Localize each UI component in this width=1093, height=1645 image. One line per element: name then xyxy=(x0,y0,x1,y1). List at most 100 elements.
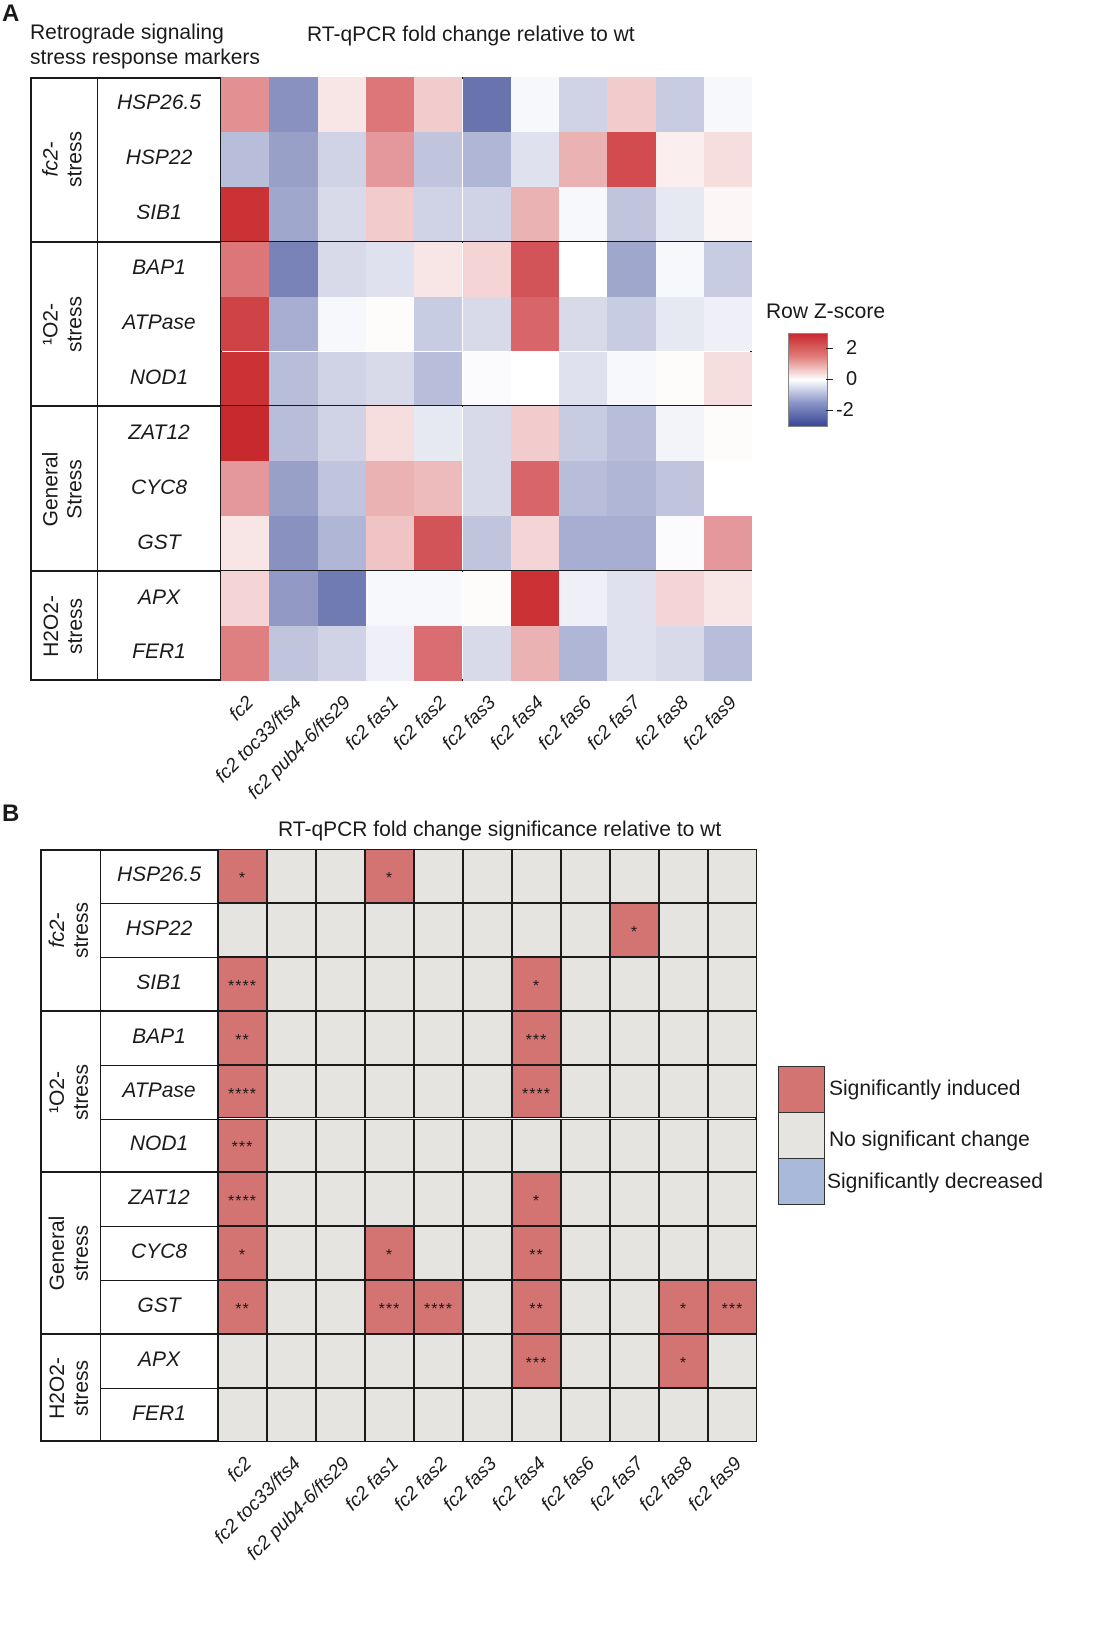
significance-cell xyxy=(512,1010,561,1065)
significance-cell xyxy=(463,1010,512,1065)
group-label-line: stress xyxy=(70,1063,93,1120)
significance-cell xyxy=(365,1064,414,1119)
legend-label-neutral: No significant change xyxy=(829,1128,1030,1151)
heatmap-cell xyxy=(414,571,463,626)
heatmap-cell xyxy=(462,131,511,187)
heatmap-chart: fc2- stress HSP26.5 HSP22 SIB1 ¹O2- stress BAP1… xyxy=(0,0,1093,820)
significance-cell xyxy=(267,1226,316,1281)
group-label-line: H2O2- xyxy=(45,1357,69,1419)
significance-cell xyxy=(708,956,757,1011)
heatmap-cell xyxy=(559,406,608,462)
heatmap-cell xyxy=(607,626,656,681)
significance-cell xyxy=(414,849,463,903)
significance-cell xyxy=(463,1280,512,1335)
heatmap-cell xyxy=(462,296,511,352)
gene-label: HSP26.5 xyxy=(116,91,202,115)
gene-label: HSP22 xyxy=(125,146,193,170)
gene-label: FER1 xyxy=(132,1401,186,1425)
significance-cell xyxy=(708,1172,757,1227)
heatmap-cell xyxy=(607,186,656,242)
group-label: fc2- stress xyxy=(46,849,94,1011)
significance-stars: *** xyxy=(525,1031,548,1049)
heatmap-cell xyxy=(365,351,415,407)
heatmap-cell xyxy=(655,571,704,626)
heatmap-cell xyxy=(607,296,656,352)
significance-cell xyxy=(512,1172,561,1227)
significance-cell xyxy=(659,1064,708,1119)
significance-cell xyxy=(463,1334,512,1388)
heatmap-cell xyxy=(317,406,366,462)
significance-cell xyxy=(610,1280,659,1335)
gene-label: NOD1 xyxy=(129,1132,189,1156)
heatmap-cell xyxy=(221,516,270,572)
significance-cell xyxy=(414,1280,463,1335)
heatmap-cell xyxy=(704,241,753,297)
gene-label: FER1 xyxy=(132,640,186,664)
heatmap-cell xyxy=(704,296,753,352)
heatmap-cell xyxy=(221,406,270,462)
heatmap-cell xyxy=(221,626,270,681)
significance-stars: *** xyxy=(378,1301,401,1319)
significance-cell xyxy=(365,956,414,1011)
significance-cell xyxy=(267,956,316,1011)
significance-cell xyxy=(708,1334,757,1388)
significance-cell xyxy=(365,902,414,957)
significance-cell xyxy=(708,1226,757,1281)
gene-label: GST xyxy=(137,530,181,554)
heatmap-cell xyxy=(510,186,560,242)
heatmap-cell xyxy=(607,406,656,462)
significance-stars: ** xyxy=(529,1301,544,1319)
heatmap-cell xyxy=(221,296,270,352)
significance-cell xyxy=(316,1010,365,1065)
heatmap-cell xyxy=(317,241,366,297)
significance-stars: **** xyxy=(522,1085,551,1103)
group-label: H2O2- stress xyxy=(46,1334,94,1442)
heatmap-cell xyxy=(269,461,318,517)
significance-cell xyxy=(218,1388,267,1442)
significance-cell xyxy=(708,1388,757,1442)
heatmap-cell xyxy=(704,131,753,187)
significance-cell xyxy=(561,1118,610,1173)
legend-label-induced: Significantly induced xyxy=(829,1077,1021,1100)
significance-cell xyxy=(708,849,757,903)
row-line xyxy=(100,1388,218,1389)
zscore-tick-high: 2 xyxy=(846,337,858,359)
heatmap-cell xyxy=(365,406,415,462)
significance-cell xyxy=(267,1334,316,1388)
heatmap-cell xyxy=(365,571,415,626)
significance-cell xyxy=(561,1010,610,1065)
heatmap-cell xyxy=(510,461,560,517)
significance-cell xyxy=(218,1334,267,1388)
panel-a-header-center: RT-qPCR fold change relative to wt xyxy=(307,23,635,46)
heatmap-cell xyxy=(704,77,753,132)
heatmap-cell xyxy=(655,241,704,297)
significance-stars: **** xyxy=(228,1193,257,1211)
significance-cell xyxy=(463,1172,512,1227)
significance-cell xyxy=(659,1226,708,1281)
group-label-line: fc2- xyxy=(46,912,69,948)
heatmap-cell xyxy=(462,626,511,681)
significance-stars: *** xyxy=(231,1139,254,1157)
heatmap-cell xyxy=(365,516,415,572)
significance-cell xyxy=(414,1172,463,1227)
significance-cell xyxy=(561,1388,610,1442)
heatmap-cell xyxy=(559,131,608,187)
group-label: General stress xyxy=(46,1172,94,1334)
heatmap-cell xyxy=(317,186,366,242)
significance-cell xyxy=(267,1064,316,1119)
significance-cell xyxy=(463,1388,512,1442)
panel-a-letter: A xyxy=(2,0,20,27)
legend-swatch-induced xyxy=(779,1067,824,1113)
significance-cell xyxy=(610,1388,659,1442)
heatmap-cell xyxy=(414,406,463,462)
significance-cell xyxy=(512,956,561,1011)
significance-cell xyxy=(708,1280,757,1335)
significance-cell xyxy=(463,849,512,903)
heatmap-cell xyxy=(414,131,463,187)
significance-cell xyxy=(610,956,659,1011)
heatmap-cell xyxy=(510,626,560,681)
row-line xyxy=(100,1226,218,1228)
heatmap-cell xyxy=(365,186,415,242)
group-label-line: stress xyxy=(70,1225,93,1282)
heatmap-cell xyxy=(607,571,656,626)
